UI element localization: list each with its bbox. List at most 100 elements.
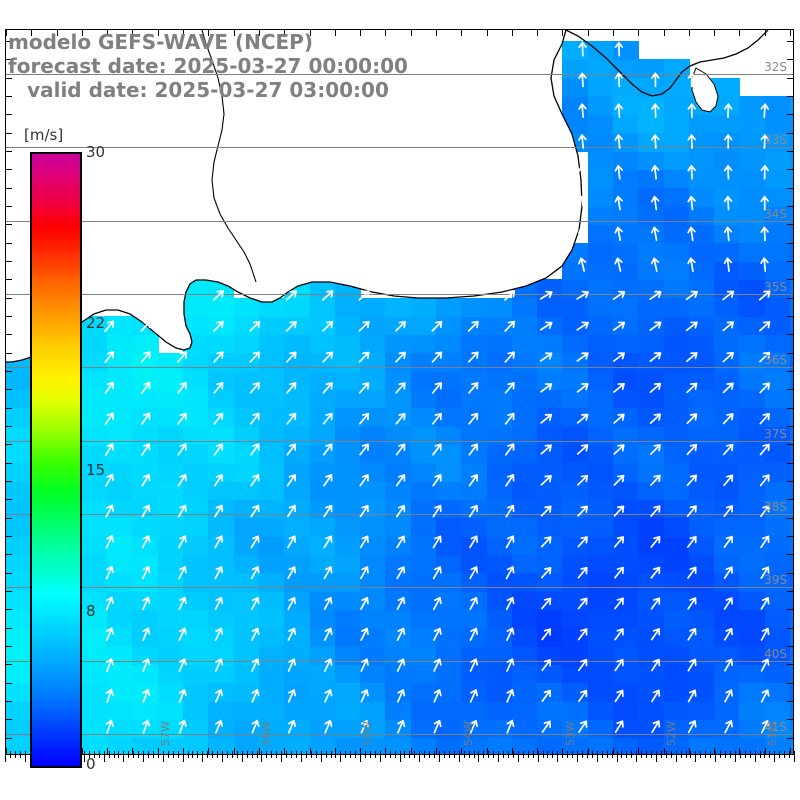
wind-arrow [322, 351, 334, 363]
data-cell [334, 682, 361, 702]
data-cell [739, 627, 766, 647]
map-plot-area[interactable]: 58W57W56W55W54W53W52W51W 32S33S34S35S36S… [5, 29, 794, 755]
data-cell [107, 591, 134, 611]
data-cell [739, 187, 766, 207]
ruler-tick [601, 751, 603, 758]
wind-arrow [614, 257, 623, 272]
data-cell [714, 701, 741, 721]
ruler-tick [187, 751, 189, 758]
ruler-tick [5, 751, 6, 762]
data-cell [587, 609, 614, 629]
data-cell [107, 554, 134, 574]
colorbar: [m/s] 30 22 15 8 0 [24, 126, 105, 773]
data-cell [789, 462, 793, 482]
ruler-tick [133, 751, 135, 758]
wind-arrow [687, 72, 697, 88]
data-cell [537, 737, 564, 754]
data-cell [511, 517, 538, 537]
ruler-tick [646, 751, 648, 758]
wind-arrow [578, 103, 587, 119]
tick-top [31, 30, 33, 36]
wind-arrow [178, 719, 187, 734]
data-cell [612, 371, 640, 391]
wind-arrow [578, 72, 587, 88]
data-cell [562, 481, 589, 501]
data-cell [486, 426, 513, 446]
wind-arrow [723, 257, 733, 273]
data-cell [688, 407, 715, 427]
data-cell [435, 701, 463, 721]
ruler-tick [473, 751, 475, 758]
wind-arrow [724, 689, 733, 703]
tick-left [6, 224, 12, 226]
data-cell [638, 499, 665, 519]
ruler-tick [631, 751, 633, 758]
data-cell [714, 261, 741, 281]
data-cell [385, 407, 412, 427]
data-cell [638, 151, 665, 171]
wind-arrow [504, 382, 515, 394]
wind-arrow [396, 596, 406, 611]
wind-arrow [105, 504, 114, 518]
tick-top [663, 30, 665, 36]
data-cell [410, 481, 437, 501]
data-cell [789, 682, 793, 702]
data-cell [157, 554, 184, 574]
data-cell [537, 462, 564, 482]
wind-arrow [215, 719, 224, 734]
wind-arrow [358, 320, 370, 332]
figure-title-block: modelo GEFS-WAVE (NCEP) forecast date: 2… [8, 30, 408, 102]
ruler-tick [241, 751, 243, 762]
tick-left [6, 297, 12, 299]
data-cell [789, 719, 793, 739]
data-cell [638, 224, 665, 244]
data-cell [334, 554, 361, 574]
data-cell [183, 407, 210, 427]
wind-arrow [613, 474, 625, 486]
data-cell [739, 426, 766, 446]
data-cell [511, 407, 538, 427]
ruler-tick [157, 751, 159, 758]
wind-arrow [504, 412, 515, 425]
data-cell [6, 407, 33, 427]
data-cell [688, 151, 715, 171]
tick-top [81, 30, 83, 36]
wind-arrow [394, 320, 407, 332]
data-cell [739, 151, 766, 171]
data-cell [183, 646, 210, 666]
ruler-tick [779, 751, 781, 758]
wind-arrow [251, 627, 260, 641]
ruler-tick [552, 751, 554, 758]
wind-arrow [250, 596, 260, 611]
wind-arrow [176, 351, 188, 363]
ruler-tick [365, 751, 366, 758]
data-cell [562, 572, 589, 592]
tick-top [435, 30, 437, 36]
ruler-tick [207, 751, 209, 758]
data-cell [435, 371, 463, 391]
data-cell [157, 609, 184, 629]
wind-arrow [687, 627, 697, 641]
data-cell [486, 371, 513, 391]
data-cell [258, 499, 286, 519]
wind-arrow [541, 567, 552, 579]
wind-arrow [323, 504, 333, 518]
wind-arrow [141, 473, 151, 487]
data-cell [208, 627, 235, 647]
data-cell [157, 646, 184, 666]
data-cell [208, 426, 235, 446]
wind-arrow [650, 535, 661, 548]
data-cell [6, 627, 33, 647]
data-cell [638, 481, 665, 501]
wind-arrow [687, 257, 696, 272]
data-cell [789, 96, 793, 116]
wind-arrow [178, 627, 187, 642]
wind-arrow [105, 719, 114, 734]
data-cell [663, 426, 690, 446]
data-cell [208, 554, 235, 574]
tick-left [6, 371, 12, 372]
wind-arrow [577, 536, 588, 548]
wind-arrow [504, 351, 515, 363]
data-cell [360, 444, 387, 464]
tick-top [511, 30, 513, 36]
